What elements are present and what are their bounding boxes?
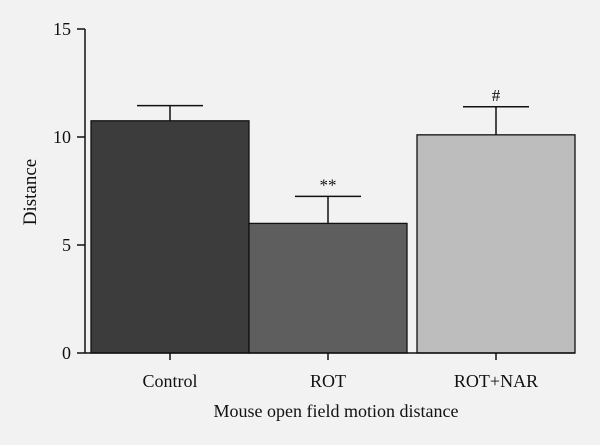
x-tick-label: Control (142, 371, 197, 391)
significance-label: # (492, 86, 501, 105)
significance-label: ** (320, 175, 337, 194)
y-axis-label: Distance (20, 159, 41, 225)
x-tick-label: ROT (310, 371, 346, 391)
y-tick-label: 5 (62, 235, 71, 255)
y-tick-label: 10 (53, 127, 71, 147)
y-tick-label: 0 (62, 343, 71, 363)
bar-control (90, 120, 250, 354)
bar-rot-nar (416, 134, 576, 354)
x-tick-label: ROT+NAR (454, 371, 538, 391)
x-axis-label: Mouse open field motion distance (214, 401, 459, 421)
plot-area: ** #0 5 10 15 Control ROT ROT+NAR (53, 19, 576, 391)
y-tick-label: 15 (53, 19, 71, 39)
bar-rot (248, 222, 408, 354)
